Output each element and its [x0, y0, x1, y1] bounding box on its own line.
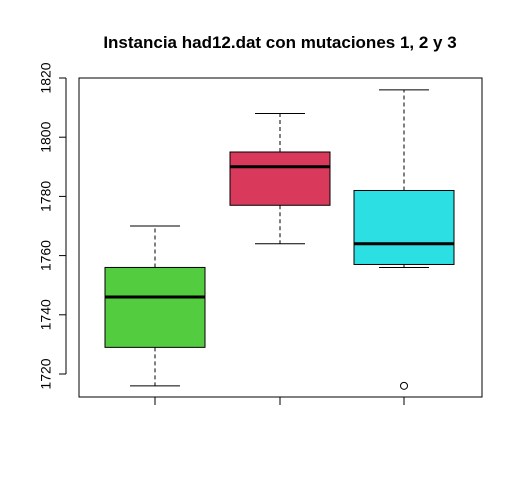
y-tick-label: 1800 [38, 121, 54, 152]
box-3 [353, 89, 455, 390]
y-tick-label: 1760 [38, 240, 54, 271]
box-2 [229, 113, 331, 245]
y-axis: 1720 1740 1760 1780 1800 1820 [38, 62, 67, 390]
box-body [229, 151, 331, 206]
boxes [104, 89, 455, 390]
chart-title: Instancia had12.dat con mutaciones 1, 2 … [103, 33, 456, 52]
x-axis [154, 397, 405, 405]
y-tick-label: 1820 [38, 62, 54, 93]
y-tick-label: 1720 [38, 358, 54, 389]
box-1 [104, 225, 206, 387]
y-tick-label: 1740 [38, 299, 54, 330]
outlier-point [400, 381, 408, 390]
box-body [104, 266, 206, 348]
box-body [353, 189, 455, 265]
y-tick-label: 1780 [38, 181, 54, 212]
